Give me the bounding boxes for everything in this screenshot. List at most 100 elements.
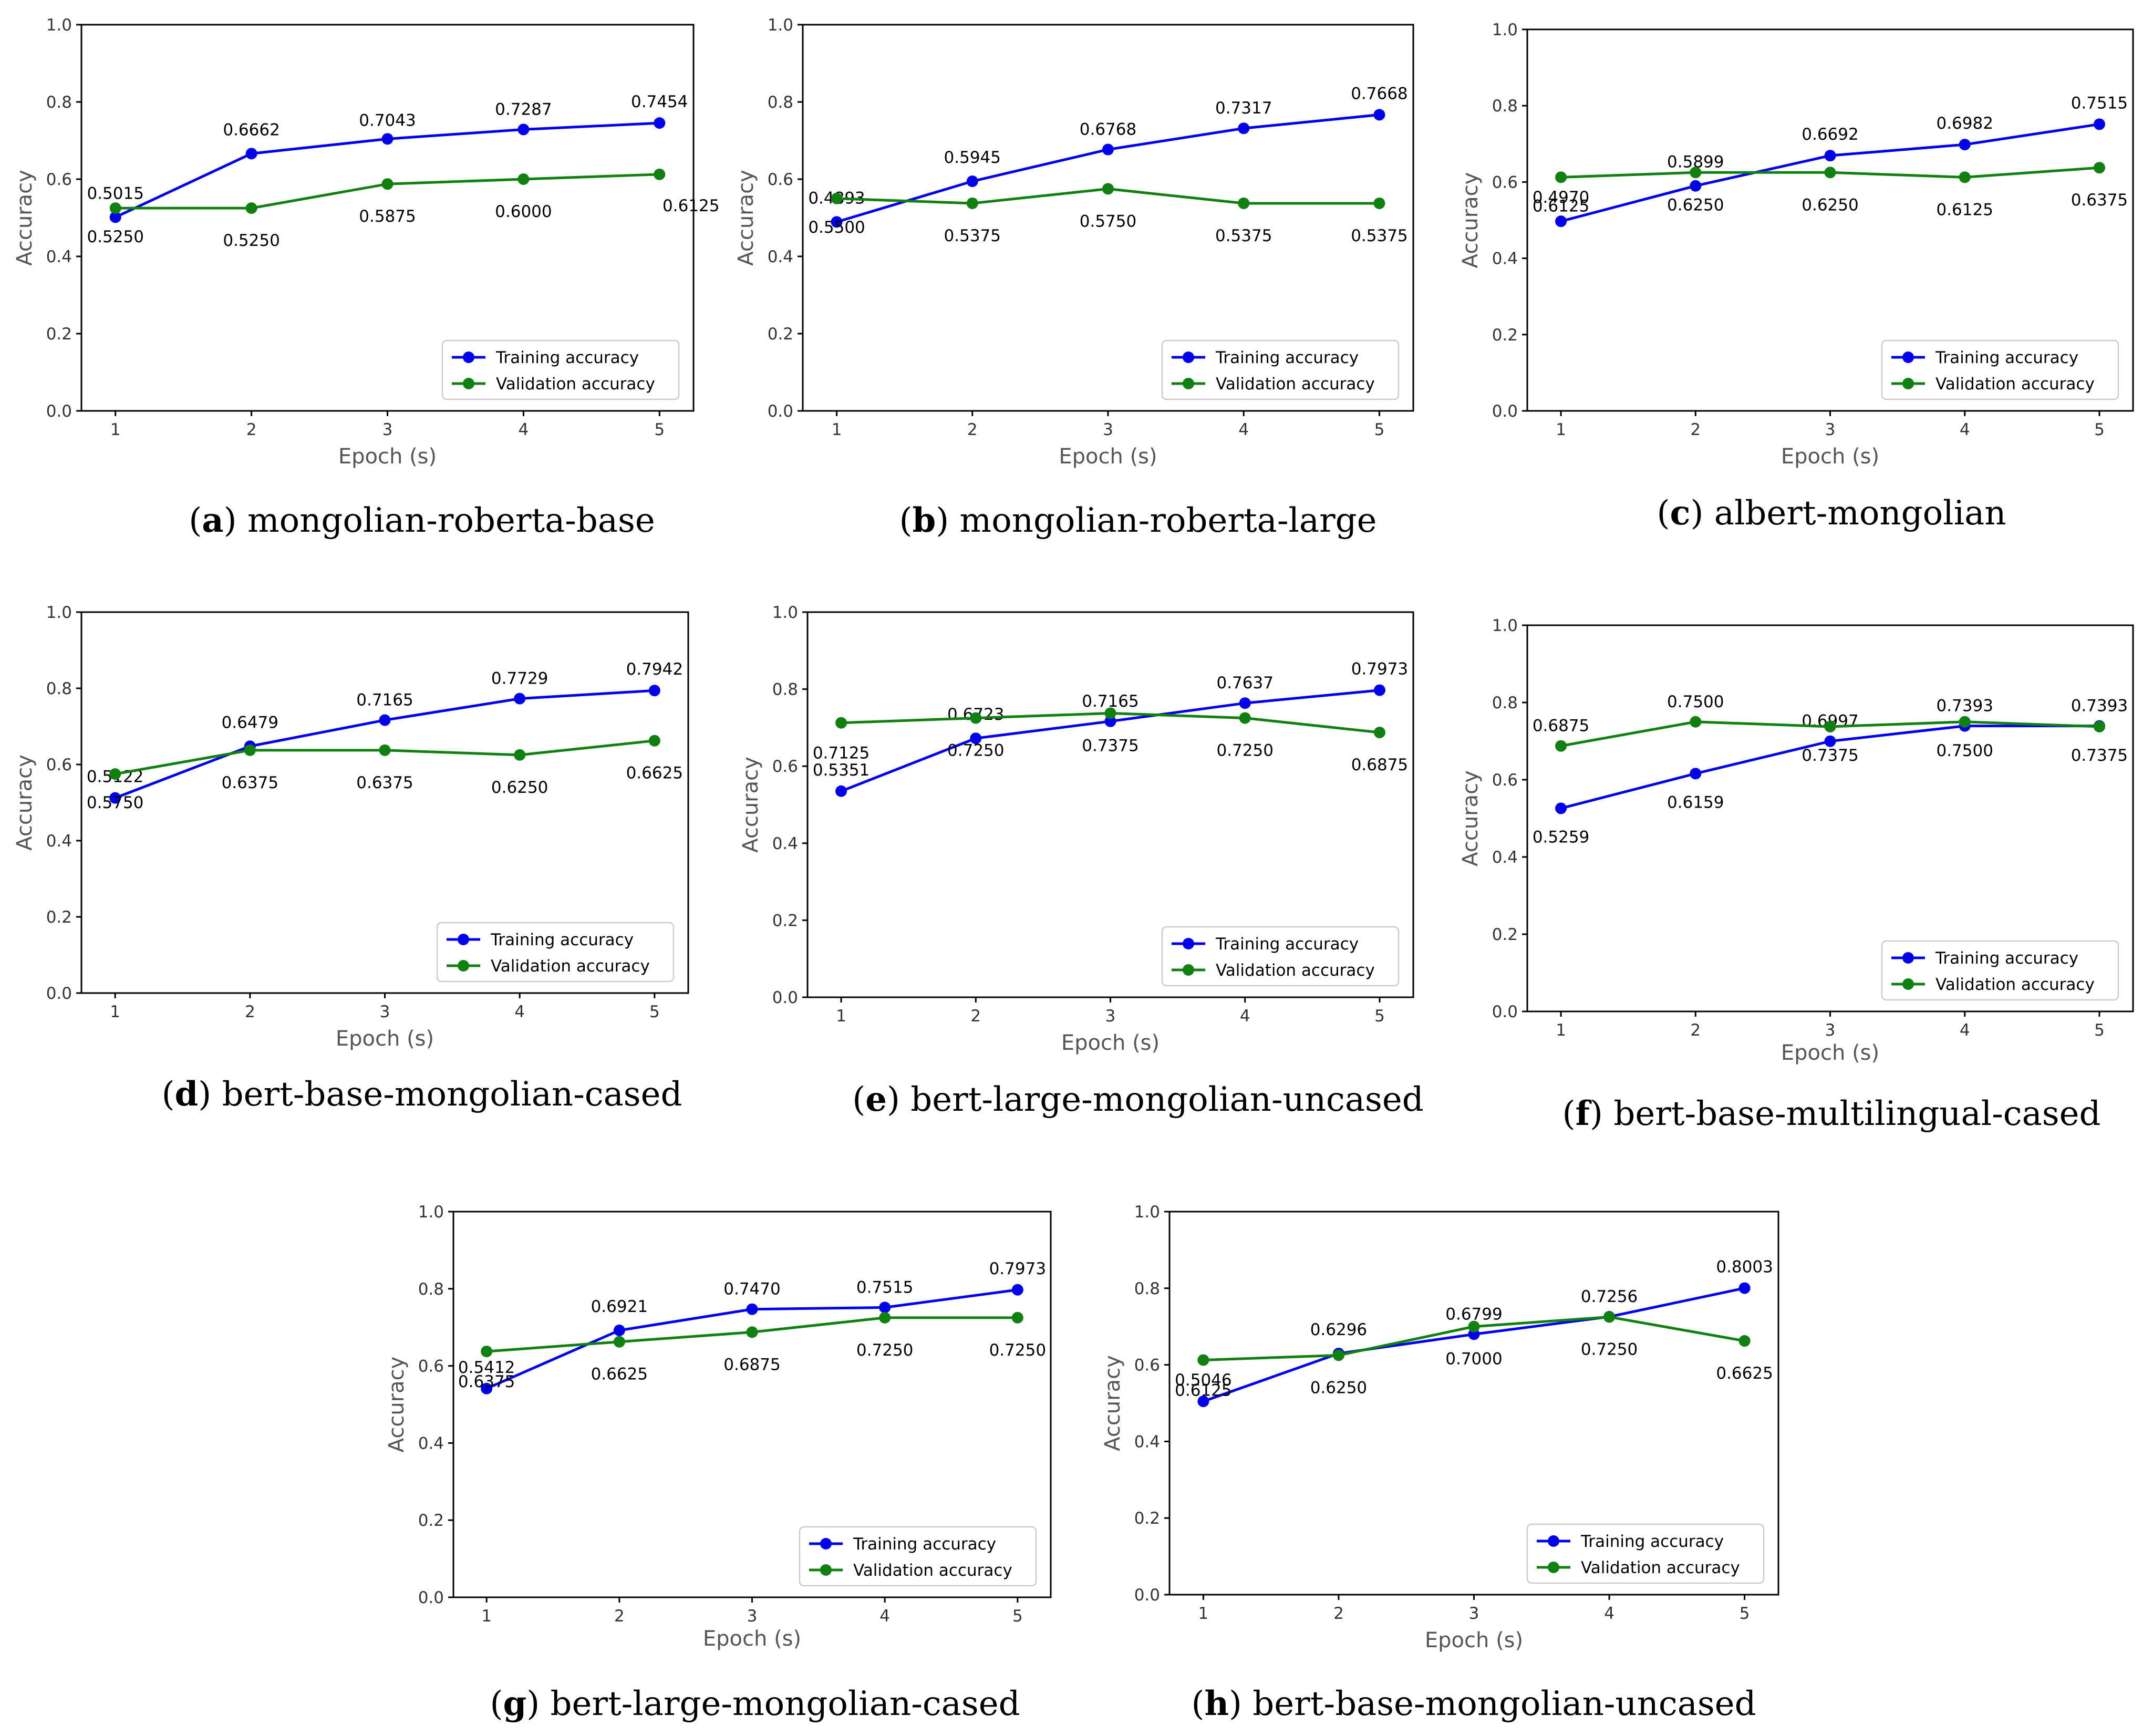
- y-axis-label: Accuracy: [1458, 770, 1483, 866]
- y-tick-label: 0.4: [46, 247, 72, 266]
- legend: Training accuracy Validation accuracy: [1161, 339, 1400, 400]
- validation-data-label: 0.7375: [1082, 736, 1138, 755]
- training-data-label: 0.7470: [723, 1280, 780, 1299]
- training-point: [1555, 215, 1567, 228]
- training-point: [966, 175, 978, 188]
- y-tick-label: 0.0: [46, 984, 72, 1003]
- training-data-label: 0.6799: [1445, 1305, 1502, 1324]
- validation-point: [1468, 1320, 1480, 1332]
- legend-marker: [820, 1538, 832, 1549]
- training-point: [1690, 180, 1702, 192]
- y-tick-label: 0.2: [768, 325, 793, 344]
- training-point: [1102, 143, 1114, 156]
- legend-marker: [1902, 978, 1914, 990]
- x-tick-label: 1: [1198, 1604, 1209, 1623]
- validation-data-label: 0.6375: [356, 773, 413, 792]
- training-point: [654, 117, 666, 129]
- training-data-label: 0.7973: [1351, 660, 1408, 679]
- validation-point: [746, 1326, 758, 1338]
- validation-point: [1104, 707, 1116, 719]
- validation-point: [1959, 171, 1971, 183]
- y-tick-label: 0.2: [772, 911, 798, 930]
- validation-data-label: 0.6375: [2071, 191, 2128, 210]
- y-tick-label: 0.8: [772, 680, 798, 699]
- y-tick-label: 1.0: [1492, 20, 1518, 39]
- training-point: [2093, 118, 2105, 130]
- y-tick-label: 0.2: [1492, 925, 1518, 944]
- training-point: [879, 1301, 891, 1314]
- training-point: [517, 123, 530, 136]
- legend-training-label: Training accuracy: [1215, 348, 1359, 367]
- y-tick-label: 0.0: [768, 402, 793, 421]
- y-tick-label: 1.0: [768, 16, 793, 35]
- x-tick-label: 5: [1374, 1007, 1385, 1026]
- validation-point: [1373, 197, 1385, 209]
- legend-validation-label: Validation accuracy: [853, 1561, 1012, 1580]
- y-tick-label: 1.0: [46, 16, 72, 35]
- legend-box: [1161, 339, 1400, 400]
- training-data-label: 0.7973: [989, 1259, 1046, 1278]
- legend-box: [799, 1526, 1037, 1587]
- training-point: [245, 148, 257, 160]
- x-tick-label: 3: [1103, 420, 1113, 439]
- x-axis-label: Epoch (s): [1781, 445, 1879, 469]
- validation-data-label: 0.6875: [1351, 756, 1408, 774]
- training-data-label: 0.6662: [223, 120, 280, 139]
- validation-point: [835, 717, 847, 729]
- training-point: [1555, 802, 1567, 814]
- y-tick-label: 0.8: [418, 1280, 444, 1299]
- y-tick-label: 0.8: [46, 93, 72, 112]
- legend-marker: [1902, 352, 1914, 363]
- legend: Training accuracy Validation accuracy: [1881, 940, 2119, 1001]
- training-point: [109, 211, 121, 223]
- training-point: [831, 216, 843, 228]
- validation-point: [1603, 1311, 1616, 1323]
- validation-point: [1197, 1354, 1209, 1366]
- training-data-label: 0.8003: [1716, 1258, 1773, 1277]
- validation-data-label: 0.6625: [626, 764, 683, 783]
- x-axis-label: Epoch (s): [1061, 1031, 1160, 1055]
- x-tick-label: 4: [519, 420, 529, 439]
- legend-validation-label: Validation accuracy: [491, 957, 650, 976]
- chart-panel-b: 0.0 0.2 0.4 0.6 0.8 1.0 1 2 3 4 5 Epoch (s) Accuracy…: [734, 16, 1414, 540]
- validation-data-label: 0.5750: [1080, 212, 1136, 231]
- training-point: [514, 693, 526, 705]
- y-tick-label: 0.8: [1492, 97, 1518, 116]
- validation-point: [831, 192, 843, 204]
- legend: Training accuracy Validation accuracy: [799, 1526, 1037, 1587]
- y-tick-label: 0.0: [1492, 402, 1518, 421]
- validation-point: [966, 197, 978, 209]
- chart-panel-h: 0.0 0.2 0.4 0.6 0.8 1.0 1 2 3 4 5 Epoch (s) Accuracy…: [1101, 1203, 1779, 1723]
- validation-point: [1824, 167, 1836, 179]
- training-point: [481, 1382, 493, 1394]
- training-point: [381, 133, 394, 145]
- training-point: [1104, 715, 1116, 727]
- y-tick-label: 0.2: [46, 908, 72, 927]
- legend-marker: [1183, 352, 1194, 363]
- y-tick-label: 0.6: [418, 1357, 444, 1376]
- x-axis-label: Epoch (s): [1059, 445, 1157, 469]
- validation-data-label: 0.6125: [1533, 197, 1589, 215]
- y-axis-label: Accuracy: [739, 757, 763, 853]
- y-tick-label: 0.2: [1492, 326, 1518, 345]
- x-tick-label: 5: [1374, 420, 1385, 439]
- legend-marker: [458, 934, 469, 945]
- y-tick-label: 1.0: [46, 603, 72, 622]
- training-data-label: 0.7515: [856, 1278, 913, 1297]
- x-tick-label: 5: [2094, 420, 2105, 439]
- x-axis-label: Epoch (s): [338, 445, 437, 469]
- training-point: [1959, 139, 1971, 151]
- legend-training-label: Training accuracy: [1215, 935, 1359, 954]
- validation-data-label: 0.6875: [723, 1355, 780, 1374]
- training-data-label: 0.7393: [2071, 697, 2128, 716]
- x-tick-label: 3: [747, 1607, 758, 1626]
- validation-point: [2093, 162, 2105, 174]
- legend-validation-label: Validation accuracy: [1216, 375, 1375, 394]
- subfigure-caption: (c) albert-mongolian: [1657, 493, 2006, 533]
- y-tick-label: 0.6: [772, 757, 798, 776]
- y-tick-label: 0.6: [1492, 771, 1518, 790]
- validation-point: [1102, 183, 1114, 195]
- x-tick-label: 3: [1825, 420, 1836, 439]
- x-tick-label: 2: [1690, 420, 1701, 439]
